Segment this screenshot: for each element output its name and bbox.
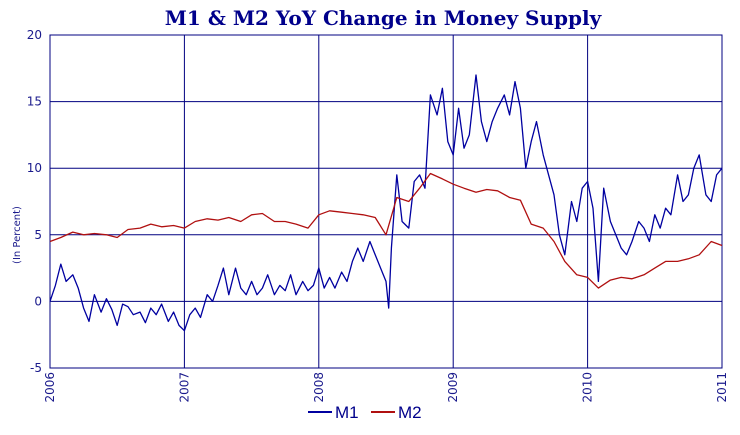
x-tick-label: 2009 (446, 372, 460, 403)
m1-series-line (49, 74, 723, 332)
y-tick-label: 5 (34, 228, 42, 242)
x-tick-label: 2007 (177, 372, 191, 403)
plot-frame (49, 34, 723, 369)
legend: M1 M2 (308, 403, 422, 422)
y-tick-label: 10 (27, 161, 42, 175)
m2-legend-label: M2 (398, 403, 422, 422)
grid (49, 34, 723, 369)
x-tick-label: 2011 (715, 372, 729, 403)
x-tick-label: 2008 (312, 372, 326, 403)
x-tick-label: 2010 (581, 372, 595, 403)
y-tick-label: -5 (30, 361, 42, 375)
series-lines (49, 74, 723, 332)
x-axis-ticks: 2006 2007 2008 2009 2010 2011 (43, 372, 729, 403)
y-axis-ticks: 20 15 10 5 0 -5 (27, 28, 42, 375)
m1-legend-label: M1 (335, 403, 359, 422)
chart-title: M1 & M2 YoY Change in Money Supply (165, 6, 603, 30)
y-tick-label: 20 (27, 28, 42, 42)
y-tick-label: 0 (34, 294, 42, 308)
m2-series-line (49, 172, 723, 289)
x-tick-label: 2006 (43, 372, 57, 403)
y-axis-label: (In Percent) (12, 206, 23, 264)
y-tick-label: 15 (27, 95, 42, 109)
